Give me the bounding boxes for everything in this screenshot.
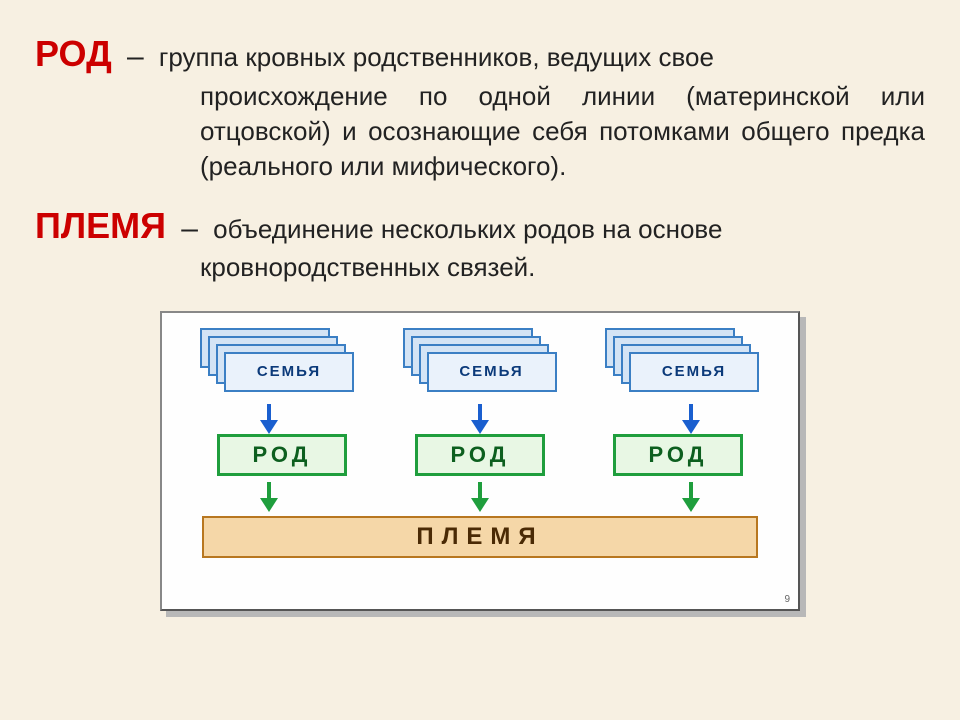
def-first-line: группа кровных родственников, ведущих св… xyxy=(159,42,714,72)
arrow-down-icon xyxy=(260,404,278,434)
hierarchy-diagram: СЕМЬЯ СЕМЬЯ СЕМЬЯ РОД РОД РОД xyxy=(160,311,800,611)
arrows-family-to-clan xyxy=(182,404,778,434)
family-card: СЕМЬЯ xyxy=(427,352,557,392)
family-stack: СЕМЬЯ xyxy=(605,328,760,398)
arrow-down-icon xyxy=(682,482,700,512)
page-number: 9 xyxy=(784,594,790,605)
definition-rod: РОД – группа кровных родственников, веду… xyxy=(35,30,925,184)
dash: – xyxy=(181,212,198,245)
clan-box: РОД xyxy=(415,434,545,476)
tribe-box: ПЛЕМЯ xyxy=(202,516,758,558)
definition-plemya: ПЛЕМЯ – объединение нескольких родов на … xyxy=(35,202,925,286)
def-rest: происхождение по одной линии (материнско… xyxy=(200,79,925,184)
diagram-container: СЕМЬЯ СЕМЬЯ СЕМЬЯ РОД РОД РОД xyxy=(35,311,925,611)
clan-row: РОД РОД РОД xyxy=(182,434,778,476)
term-plemya: ПЛЕМЯ xyxy=(35,205,166,246)
family-stack: СЕМЬЯ xyxy=(403,328,558,398)
clan-box: РОД xyxy=(613,434,743,476)
arrow-down-icon xyxy=(471,482,489,512)
arrow-down-icon xyxy=(260,482,278,512)
family-row: СЕМЬЯ СЕМЬЯ СЕМЬЯ xyxy=(182,328,778,398)
dash: – xyxy=(127,40,144,73)
def-rest: кровнородственных связей. xyxy=(200,250,925,285)
arrows-clan-to-tribe xyxy=(182,482,778,512)
def-first-line: объединение нескольких родов на основе xyxy=(213,214,722,244)
family-card: СЕМЬЯ xyxy=(224,352,354,392)
clan-box: РОД xyxy=(217,434,347,476)
arrow-down-icon xyxy=(682,404,700,434)
family-card: СЕМЬЯ xyxy=(629,352,759,392)
arrow-down-icon xyxy=(471,404,489,434)
term-rod: РОД xyxy=(35,33,112,74)
family-stack: СЕМЬЯ xyxy=(200,328,355,398)
